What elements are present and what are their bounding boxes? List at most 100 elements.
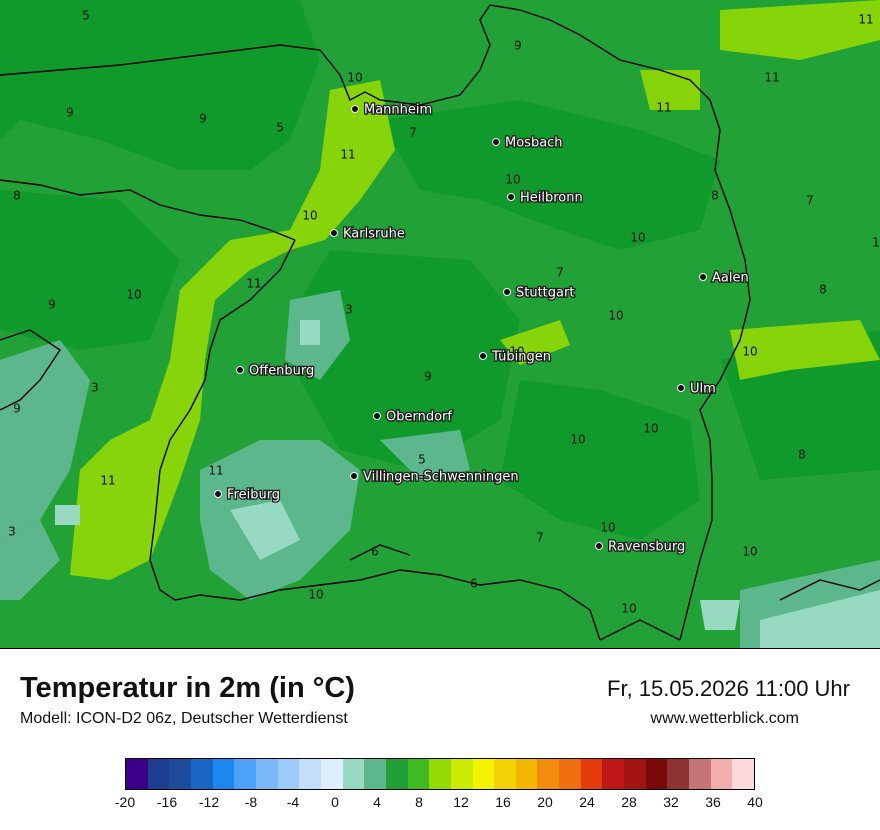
legend-swatch [710, 759, 733, 789]
temperature-value: 5 [82, 9, 90, 23]
temperature-value: 10 [643, 422, 658, 436]
city-label: Aalen [712, 271, 749, 286]
city-label: Heilbronn [520, 191, 583, 206]
legend-swatch [624, 759, 646, 789]
temperature-value: 9 [13, 402, 21, 416]
temperature-map: 5 9 11 10 11 9 9 5 11 7 11 10 8 8 7 10 10 1 7 11 8 10 9 3 10 10 10… [0, 0, 880, 649]
temperature-value: 11 [100, 474, 115, 488]
temperature-value: 7 [536, 531, 544, 545]
city-label: Ravensburg [608, 540, 685, 555]
cold-zones [0, 290, 880, 648]
legend-swatch [299, 759, 321, 789]
forecast-datetime: Fr, 15.05.2026 11:00 Uhr [607, 676, 850, 701]
temperature-value: 10 [347, 71, 362, 85]
warm-zones [70, 0, 880, 580]
temperature-value: 3 [91, 381, 99, 395]
legend-swatch [667, 759, 690, 789]
city-label: Mosbach [505, 136, 563, 151]
temperature-value: 10 [608, 309, 623, 323]
cool-zones [0, 0, 880, 540]
legend-tick-label: 16 [495, 794, 511, 810]
city-marker: Karlsruhe [330, 225, 406, 243]
city-marker: Heilbronn [507, 189, 584, 207]
legend-swatch [732, 759, 755, 789]
city-dot [351, 105, 359, 113]
city-dot [214, 490, 222, 498]
temperature-value: 6 [470, 577, 478, 591]
city-dot [677, 384, 685, 392]
temperature-value: 10 [302, 209, 317, 223]
temperature-value: 3 [345, 303, 353, 317]
city-label: Villingen-Schwenningen [363, 470, 519, 485]
temperature-value: 8 [13, 189, 21, 203]
temperature-value: 8 [819, 283, 827, 297]
temperature-value: 1 [872, 236, 880, 250]
temperature-value: 10 [600, 521, 615, 535]
temperature-value: 8 [798, 448, 806, 462]
city-dot [236, 366, 244, 374]
temperature-value: 10 [570, 433, 585, 447]
legend-tick-label: 0 [331, 794, 339, 810]
city-marker: Mosbach [492, 134, 564, 152]
city-dot [350, 472, 358, 480]
city-marker: Tübingen [479, 348, 552, 366]
temperature-value: 11 [858, 13, 873, 27]
legend-swatch [559, 759, 581, 789]
city-marker: Stuttgart [503, 284, 576, 302]
legend-tick-label: -20 [114, 794, 136, 810]
legend-swatch [472, 759, 495, 789]
legend-tick-label: 8 [415, 794, 423, 810]
state-borders [0, 4, 880, 641]
temperature-value: 10 [509, 345, 524, 359]
temperature-value: 11 [656, 101, 671, 115]
legend-swatch [212, 759, 235, 789]
legend-tick-label: -12 [198, 794, 220, 810]
city-marker: Villingen-Schwenningen [350, 468, 520, 486]
map-title: Temperatur in 2m (in °C) [20, 672, 355, 704]
city-dot [503, 288, 511, 296]
temperature-values: 5 9 11 10 11 9 9 5 11 7 11 10 8 8 7 10 10 1 7 11 8 10 9 3 10 10 10… [8, 9, 880, 616]
temperature-value: 10 [621, 602, 636, 616]
city-marker: Offenburg [236, 362, 316, 380]
temperature-value: 9 [48, 298, 56, 312]
legend-swatch [342, 759, 365, 789]
city-dot [699, 273, 707, 281]
legend-swatch [450, 759, 473, 789]
legend-tick-label: 32 [663, 794, 679, 810]
legend-swatch [515, 759, 538, 789]
city-dot [492, 138, 500, 146]
legend-swatch [147, 759, 170, 789]
legend-swatch [364, 759, 386, 789]
legend-swatch [255, 759, 278, 789]
temperature-value: 5 [276, 121, 284, 135]
legend-swatch [537, 759, 560, 789]
temperature-value: 10 [742, 345, 757, 359]
model-subtitle: Modell: ICON-D2 06z, Deutscher Wetterdie… [20, 710, 348, 727]
temperature-value: 3 [8, 525, 16, 539]
website-link[interactable]: www.wetterblick.com [650, 710, 799, 727]
legend-swatch [580, 759, 603, 789]
temperature-value: 7 [806, 194, 814, 208]
legend-swatch [602, 759, 625, 789]
legend-tick-label: -16 [156, 794, 178, 810]
color-legend-bar [125, 758, 755, 790]
legend-swatch [169, 759, 191, 789]
legend-tick-label: 20 [537, 794, 553, 810]
legend-tick-label: 12 [453, 794, 469, 810]
city-label: Tübingen [491, 350, 551, 365]
legend-swatch [320, 759, 343, 789]
temperature-value: 10 [126, 288, 141, 302]
city-marker: Freiburg [214, 486, 281, 504]
map-canvas: 5 9 11 10 11 9 9 5 11 7 11 10 8 8 7 10 10 1 7 11 8 10 9 3 10 10 10… [0, 0, 880, 648]
temperature-value: 9 [514, 39, 522, 53]
temperature-value: 10 [505, 173, 520, 187]
city-dot [507, 193, 515, 201]
city-marker: Ulm [677, 380, 717, 398]
temperature-value: 10 [630, 231, 645, 245]
temperature-value: 5 [418, 453, 426, 467]
temperature-value: 9 [424, 370, 432, 384]
city-markers: Mannheim Mosbach Heilbronn Karlsruhe Aalen St… [214, 101, 750, 556]
legend-swatch [407, 759, 430, 789]
temperature-value: 9 [66, 106, 74, 120]
legend-swatch [689, 759, 711, 789]
